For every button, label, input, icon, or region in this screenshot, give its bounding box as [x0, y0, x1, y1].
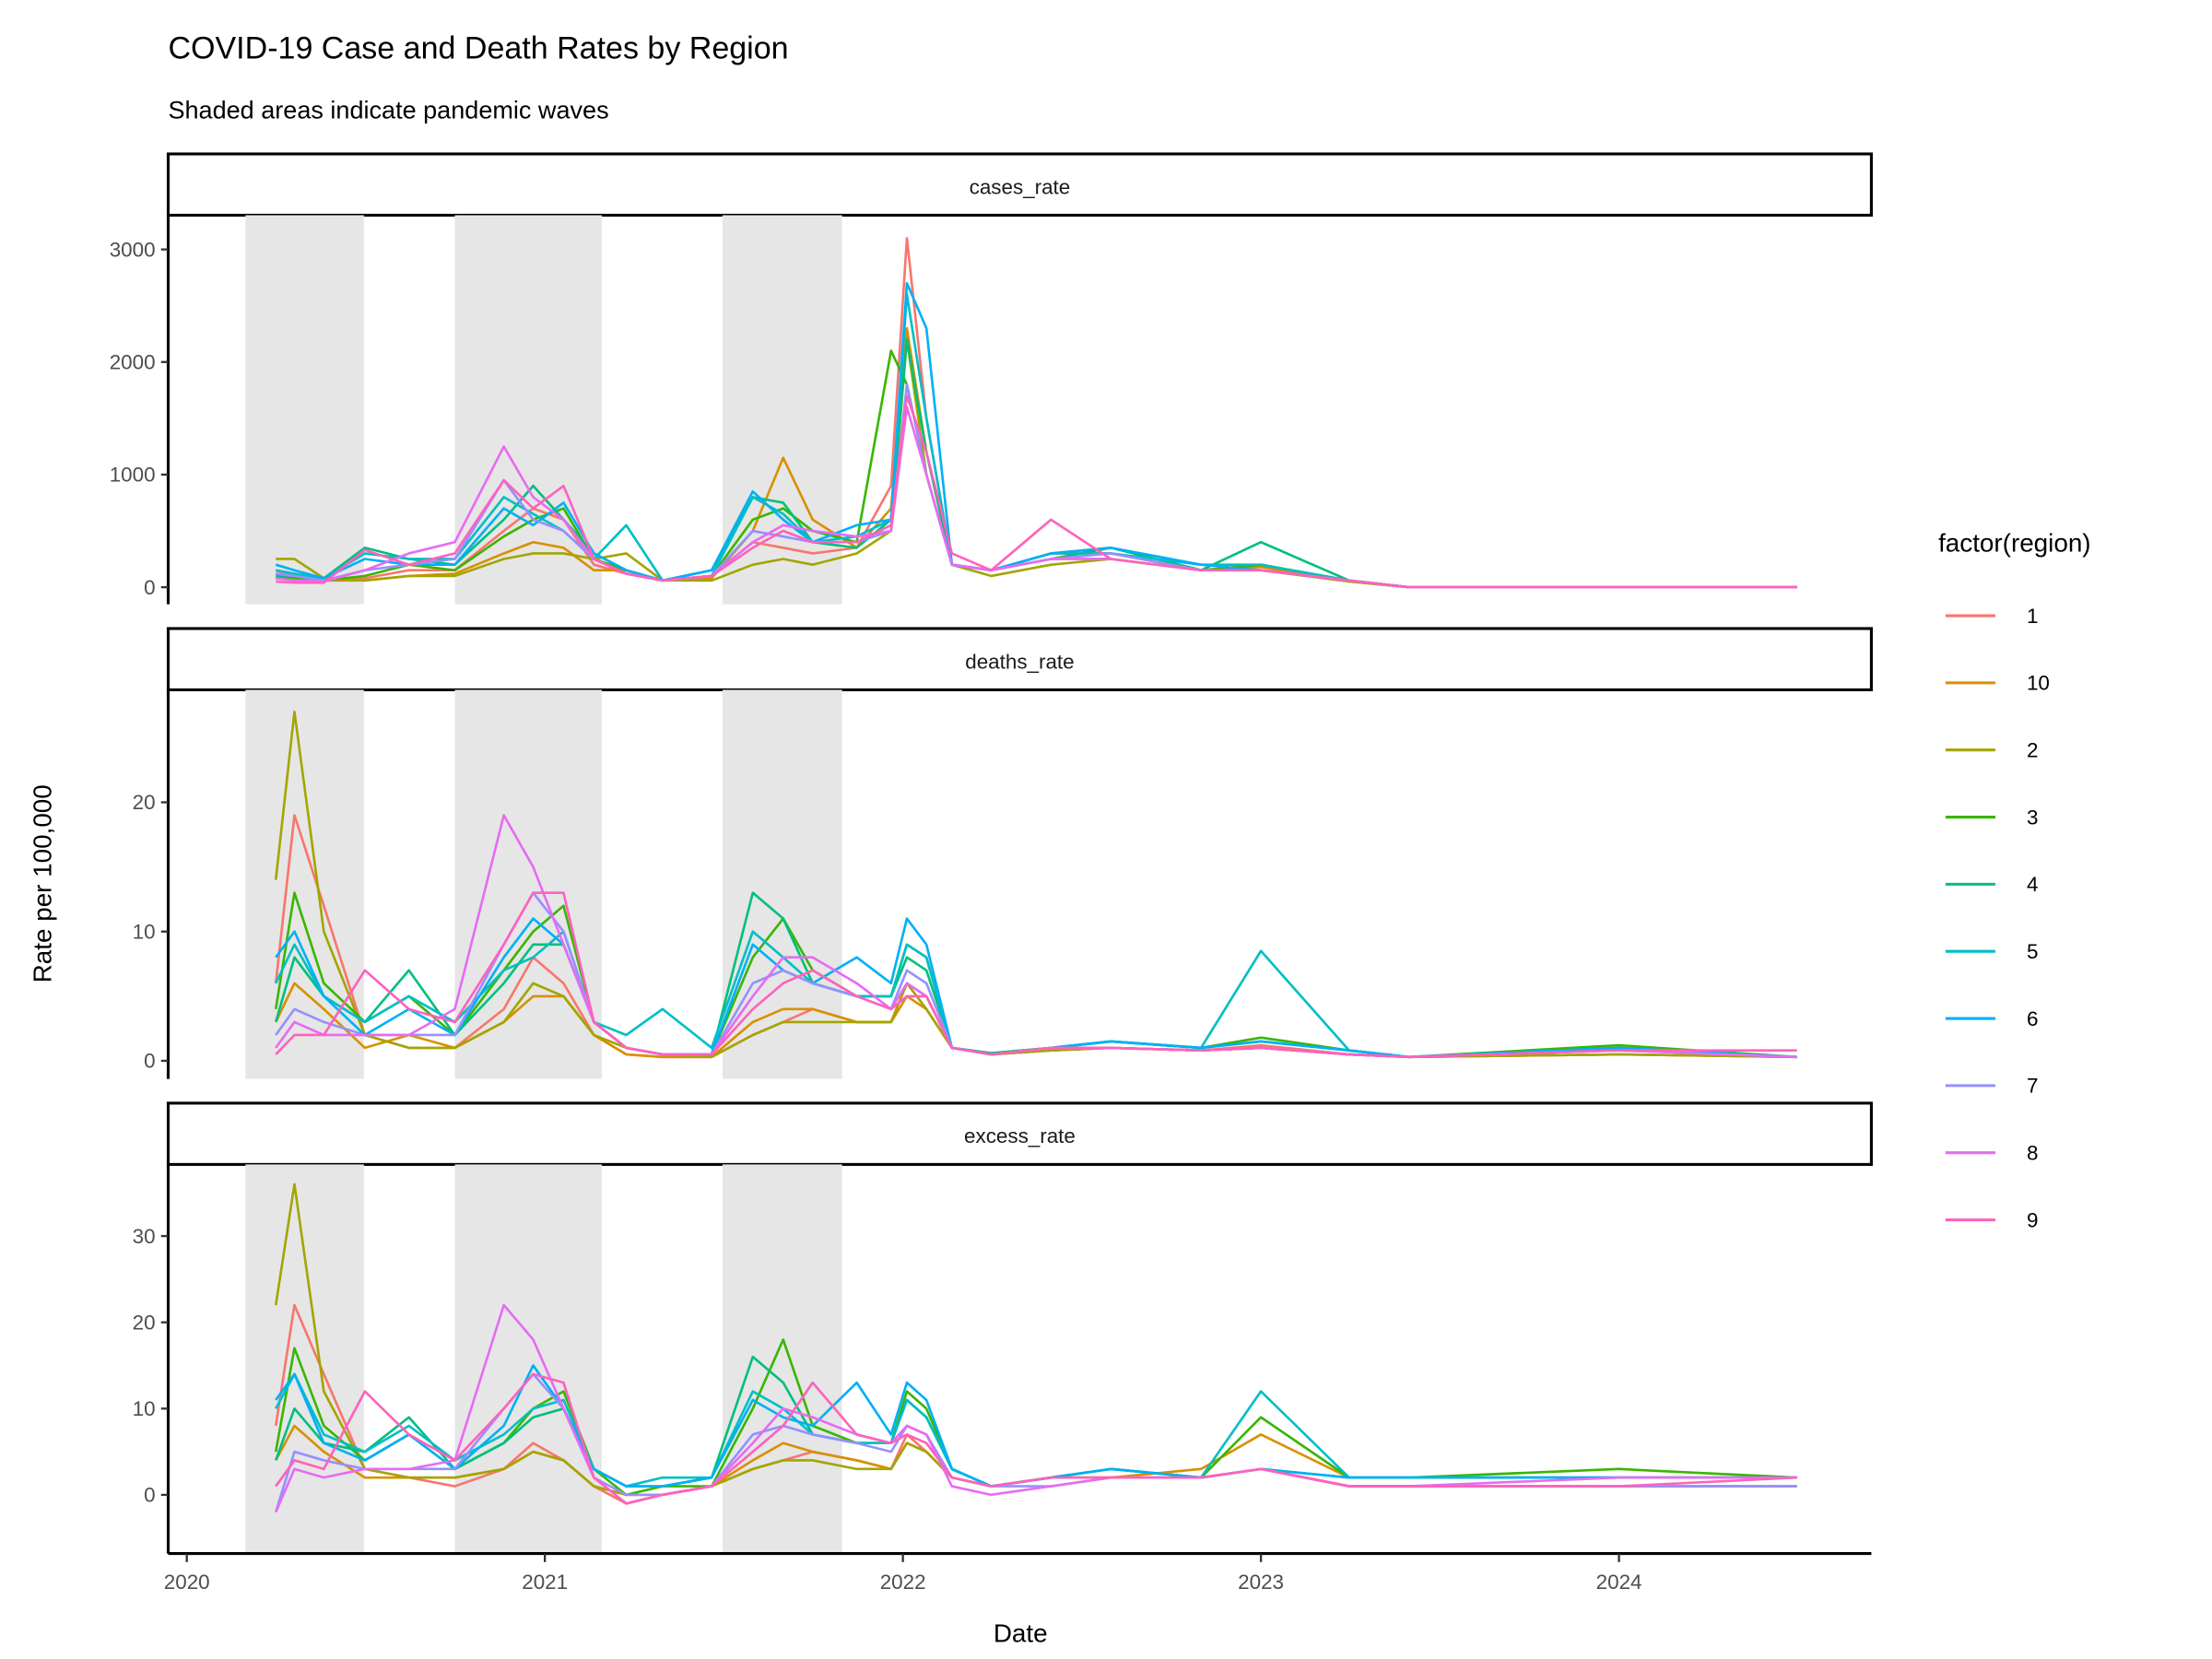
x-tick-label: 2022: [880, 1571, 926, 1594]
wave-shade: [245, 689, 364, 1079]
wave-shade: [454, 1164, 602, 1554]
y-tick-label: 3000: [110, 238, 156, 261]
legend-item-region-9: 9: [1945, 1208, 2038, 1231]
y-tick-label: 20: [133, 1311, 156, 1334]
series-line-region-9: [275, 1372, 1797, 1505]
facet-strip-label: deaths_rate: [965, 650, 1074, 673]
series-line-region-9: [276, 394, 1797, 589]
series-group: [274, 710, 1797, 1059]
facet-strip: [166, 627, 1873, 692]
legend-item-region-10: 10: [1945, 672, 2050, 695]
wave-shade: [245, 1164, 364, 1554]
legend-item-region-8: 8: [1945, 1141, 2038, 1164]
series-group: [274, 1182, 1797, 1513]
legend-label: 3: [2027, 806, 2038, 829]
series-line-region-5: [275, 930, 1797, 1059]
y-tick-label: 0: [144, 1050, 155, 1073]
y-tick-label: 1000: [110, 464, 156, 487]
legend-label: 8: [2027, 1141, 2038, 1164]
y-tick-label: 0: [144, 576, 155, 599]
series-line-region-6: [275, 281, 1797, 589]
legend-item-region-2: 2: [1945, 738, 2038, 761]
legend-item-region-6: 6: [1945, 1007, 2038, 1030]
y-tick-label: 10: [133, 920, 156, 943]
legend-title: factor(region): [1938, 528, 2091, 557]
facet-strip: [166, 1101, 1873, 1166]
legend-item-region-3: 3: [1945, 806, 2038, 829]
legend-label: 7: [2027, 1075, 2038, 1098]
wave-shade: [454, 689, 602, 1079]
x-tick-label: 2021: [522, 1571, 568, 1594]
panels: cases_rate0100020003000deaths_rate01020e…: [110, 152, 1873, 1554]
x-axis-title: Date: [994, 1618, 1048, 1647]
facet-strip-label: cases_rate: [970, 175, 1071, 198]
y-tick-label: 20: [133, 791, 156, 814]
x-tick-label: 2024: [1596, 1571, 1642, 1594]
series-group: [275, 237, 1797, 589]
chart-title: COVID-19 Case and Death Rates by Region: [168, 30, 788, 65]
panel-deaths_rate: deaths_rate 0 10 20: [133, 627, 1873, 1079]
legend-item-region-7: 7: [1945, 1075, 2038, 1098]
wave-shade: [722, 689, 842, 1079]
y-tick-label: 30: [133, 1225, 156, 1248]
legend-label: 4: [2027, 873, 2038, 896]
facet-strip-label: excess_rate: [964, 1124, 1076, 1147]
legend-item-region-1: 1: [1945, 605, 2038, 628]
x-axis: 2020 2021 2022 2023 2024: [164, 1552, 1872, 1594]
legend-label: 9: [2027, 1208, 2038, 1231]
y-tick-label: 10: [133, 1397, 156, 1420]
y-axis-title: Rate per 100,000: [29, 784, 57, 982]
x-tick-label: 2020: [164, 1571, 210, 1594]
legend-label: 2: [2027, 738, 2038, 761]
chart-subtitle: Shaded areas indicate pandemic waves: [168, 96, 608, 124]
panel-excess_rate: excess_rate 0 10 20 30: [133, 1101, 1873, 1554]
legend-label: 5: [2027, 940, 2038, 963]
facet-strip: [166, 152, 1873, 218]
series-line-region-9: [275, 891, 1797, 1059]
wave-shade: [722, 1164, 842, 1554]
y-tick-label: 0: [144, 1484, 155, 1507]
legend-item-region-5: 5: [1945, 940, 2038, 963]
x-tick-label: 2023: [1238, 1571, 1284, 1594]
wave-shade: [245, 215, 364, 605]
legend: factor(region) 1 10 2 3 4 5 6 7 8 9: [1938, 528, 2091, 1231]
legend-label: 1: [2027, 605, 2038, 628]
legend-item-region-4: 4: [1945, 873, 2038, 896]
panel-cases_rate: cases_rate 0 1000 2000 3000: [110, 152, 1873, 605]
legend-label: 6: [2027, 1007, 2038, 1030]
legend-label: 10: [2027, 672, 2050, 695]
y-tick-label: 2000: [110, 351, 156, 374]
